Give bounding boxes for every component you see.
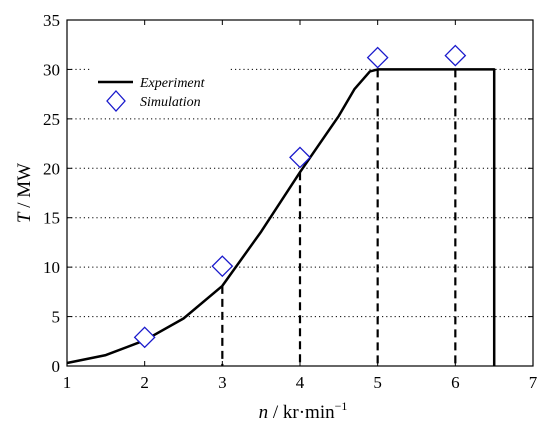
x-axis-label: n / kr·min−1 (259, 399, 348, 423)
y-tick-label: 20 (43, 159, 60, 178)
series (66, 44, 496, 366)
y-tick-label: 15 (43, 209, 60, 228)
y-tick-label: 25 (43, 110, 60, 129)
y-axis-var: T (14, 211, 35, 223)
x-tick-label: 5 (373, 373, 382, 392)
simulation-point (444, 44, 467, 67)
legend-swatch-simulation (106, 90, 126, 112)
x-tick-label: 4 (296, 373, 305, 392)
y-tick-label: 0 (52, 357, 61, 376)
simulation-point (289, 146, 311, 169)
x-axis-unit: / kr·min (268, 402, 335, 423)
x-tick-label: 3 (218, 373, 227, 392)
simulation-point (366, 46, 389, 69)
axis-ticks: 1 2 3 4 5 6 7 0 5 10 15 20 25 30 35 (43, 11, 538, 392)
x-tick-label: 7 (529, 373, 538, 392)
x-tick-label: 2 (140, 373, 149, 392)
y-axis-unit: / MW (14, 163, 35, 213)
y-tick-label: 30 (43, 60, 60, 79)
y-axis-label: T / MW (14, 163, 35, 223)
x-axis-unit-exponent: −1 (335, 399, 348, 413)
simulation-point (211, 255, 234, 278)
legend-label-simulation: Simulation (140, 95, 201, 110)
x-tick-label: 6 (451, 373, 460, 392)
legend: Experiment Simulation (91, 66, 229, 116)
y-tick-label: 35 (43, 11, 60, 30)
x-tick-label: 1 (63, 373, 72, 392)
legend-label-experiment: Experiment (139, 76, 206, 91)
y-tick-label: 5 (52, 308, 61, 327)
x-axis-var: n (259, 402, 269, 423)
dashed-drop-lines (221, 69, 457, 366)
y-tick-label: 10 (43, 258, 60, 277)
simulation-point (133, 326, 156, 349)
